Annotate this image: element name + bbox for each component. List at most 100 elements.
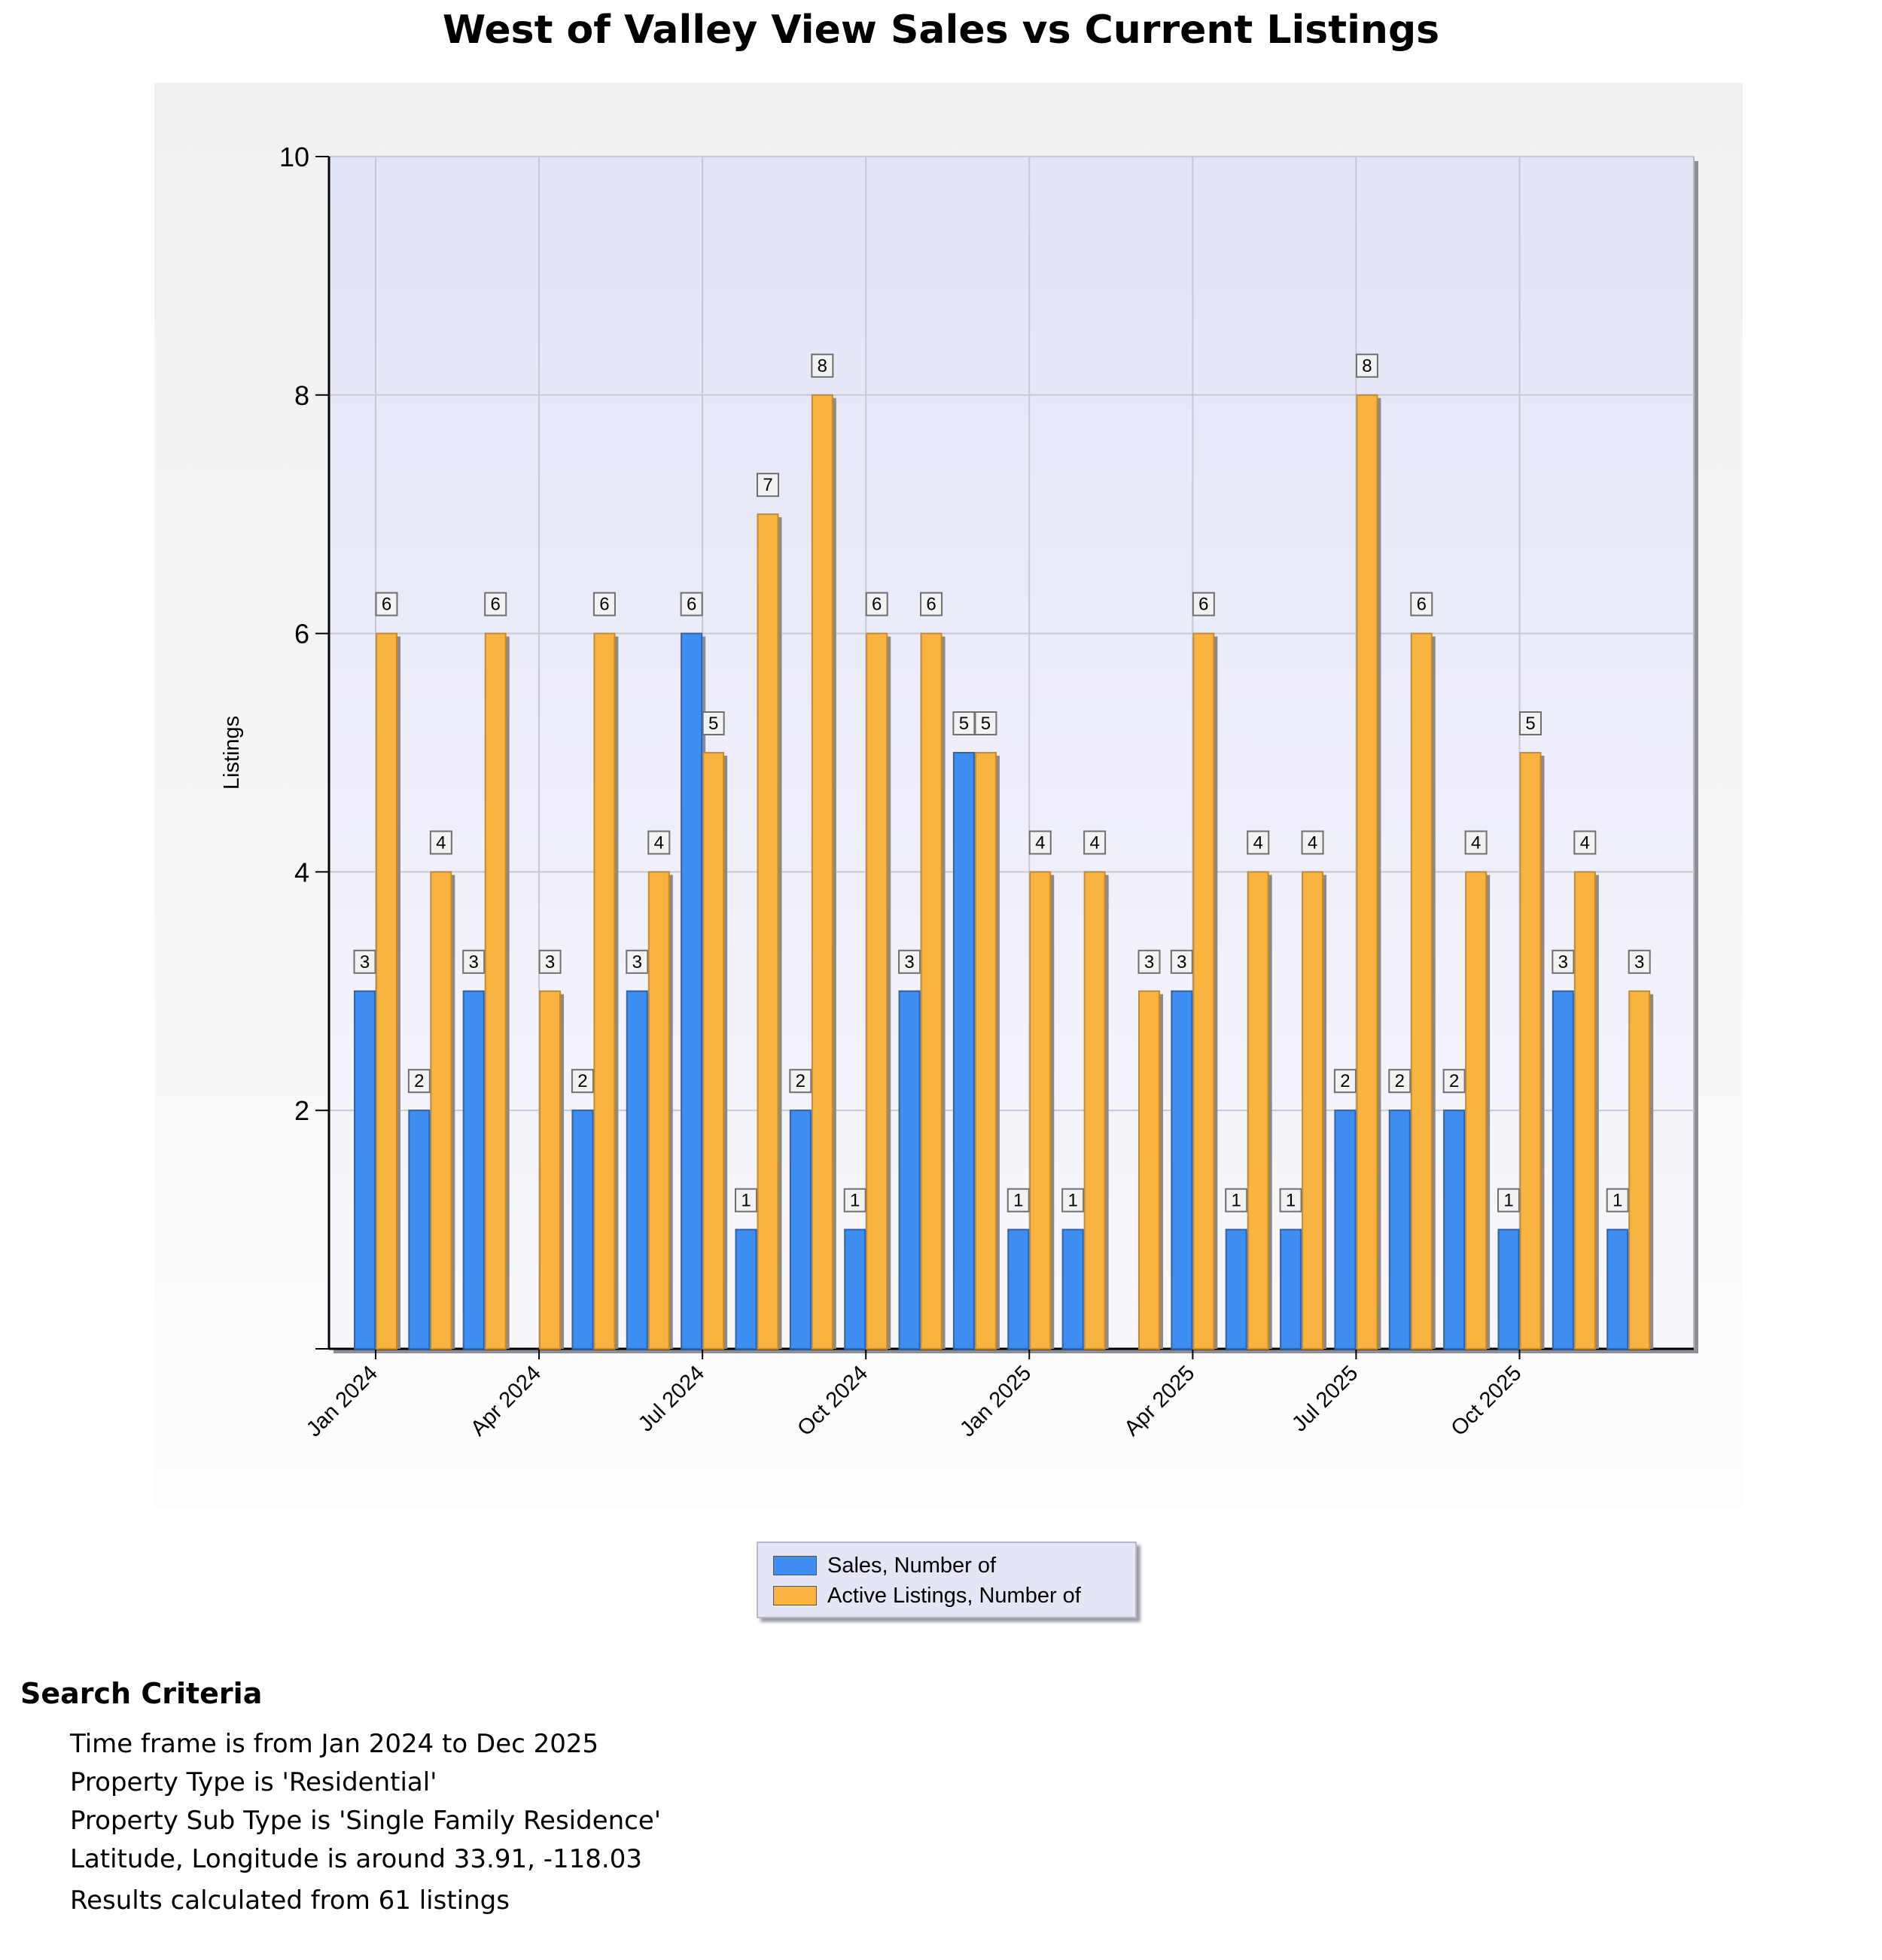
bar-sales <box>1171 990 1193 1350</box>
data-label-sales: 3 <box>632 952 642 972</box>
data-label-active-listings: 6 <box>491 595 501 615</box>
data-label-box <box>898 949 921 974</box>
data-label-box <box>1333 1069 1357 1094</box>
bar-active-listings <box>1628 990 1651 1350</box>
x-tick-label: Jan 2025 <box>955 1361 1036 1441</box>
legend-swatch-active-listings <box>773 1586 817 1605</box>
data-label-active-listings: 5 <box>981 714 991 734</box>
bar-active-listings <box>811 394 833 1350</box>
data-label-active-listings: 5 <box>1525 714 1535 734</box>
data-label-box <box>702 711 725 735</box>
data-label-active-listings: 4 <box>436 832 446 853</box>
data-label-active-listings: 4 <box>1580 832 1590 853</box>
data-label-sales: 2 <box>577 1071 587 1091</box>
bar-sales <box>1497 1228 1520 1350</box>
data-label-active-listings: 4 <box>1253 832 1263 853</box>
data-label-active-listings: 8 <box>1362 356 1372 376</box>
x-tick-label: Jul 2024 <box>634 1361 709 1436</box>
bar-active-listings <box>1083 871 1106 1350</box>
data-label-active-listings: 4 <box>1089 832 1099 853</box>
y-axis-title: Listings <box>220 716 244 790</box>
data-label-box <box>1410 592 1433 616</box>
y-tick-label: 6 <box>294 619 309 650</box>
data-label-active-listings: 3 <box>545 952 555 972</box>
bar-sales <box>626 990 648 1350</box>
bar-active-listings <box>1356 394 1378 1350</box>
data-label-box <box>647 830 671 855</box>
data-label-sales: 2 <box>1395 1071 1405 1091</box>
data-label-active-listings: 7 <box>763 475 772 495</box>
chart-title: West of Valley View Sales vs Current Lis… <box>442 8 1440 53</box>
data-label-box <box>789 1069 812 1094</box>
data-label-active-listings: 3 <box>1144 952 1154 972</box>
bar-active-listings <box>593 632 616 1350</box>
bar-active-listings <box>1302 871 1324 1350</box>
data-label-active-listings: 3 <box>1634 952 1644 972</box>
data-label-box <box>375 592 398 616</box>
x-tick-label: Oct 2024 <box>793 1361 872 1441</box>
data-label-box <box>680 592 703 616</box>
data-label-box <box>1442 1069 1466 1094</box>
bar-sales <box>571 1109 594 1350</box>
bar-active-listings <box>539 990 562 1350</box>
x-tick-label: Apr 2024 <box>466 1361 546 1441</box>
data-label-box <box>1006 1188 1030 1213</box>
criteria-property-type: Property Type is 'Residential' <box>70 1767 437 1797</box>
x-tick-label: Jan 2024 <box>302 1361 382 1441</box>
bar-sales <box>1388 1109 1411 1350</box>
data-label-active-listings: 4 <box>1035 832 1045 853</box>
data-label-sales: 6 <box>687 595 696 615</box>
data-label-active-listings: 8 <box>818 356 827 376</box>
y-tick-label: 8 <box>294 380 309 411</box>
bar-active-listings <box>920 632 943 1350</box>
data-label-box <box>1573 830 1597 855</box>
data-label-sales: 2 <box>414 1071 424 1091</box>
bar-sales <box>681 632 703 1350</box>
criteria-results-count: Results calculated from 61 listings <box>70 1885 510 1916</box>
bar-active-listings <box>647 871 670 1350</box>
data-label-box <box>538 949 562 974</box>
data-label-box <box>1061 1188 1085 1213</box>
chart-legend: Sales, Number of Active Listings, Number… <box>757 1542 1137 1618</box>
data-label-box <box>1355 353 1378 378</box>
data-label-box <box>1628 949 1651 974</box>
bar-sales <box>1280 1228 1302 1350</box>
data-label-box <box>974 711 997 735</box>
search-criteria-section: Search Criteria Time frame is from Jan 2… <box>20 1677 1074 1917</box>
data-label-box <box>1225 1188 1248 1213</box>
bar-active-listings <box>1192 632 1215 1350</box>
data-label-active-listings: 6 <box>1198 595 1208 615</box>
data-label-active-listings: 6 <box>382 595 391 615</box>
data-label-box <box>1137 949 1161 974</box>
bar-active-listings <box>1247 871 1269 1350</box>
data-label-sales: 3 <box>904 952 914 972</box>
bar-sales <box>1061 1228 1084 1350</box>
bar-active-listings <box>430 871 452 1350</box>
bar-active-listings <box>376 632 397 1350</box>
data-label-active-listings: 5 <box>708 714 718 734</box>
bar-active-listings <box>974 752 997 1350</box>
data-label-box <box>484 592 507 616</box>
bar-sales <box>1225 1228 1247 1350</box>
bar-sales <box>952 752 975 1350</box>
bar-active-listings <box>702 752 725 1350</box>
data-label-sales: 3 <box>469 952 479 972</box>
data-label-sales: 5 <box>959 714 969 734</box>
data-label-box <box>1170 949 1193 974</box>
data-label-sales: 2 <box>1449 1071 1459 1091</box>
bar-active-listings <box>1465 871 1488 1350</box>
data-label-box <box>1518 711 1542 735</box>
data-label-sales: 3 <box>1177 952 1186 972</box>
data-label-box <box>952 711 976 735</box>
data-label-sales: 1 <box>1612 1191 1622 1211</box>
data-label-box <box>1192 592 1215 616</box>
data-label-sales: 1 <box>1286 1191 1296 1211</box>
chart-panel: 2 4 6 8 10 Jan 2024 Apr 2024 Jul 2024 Oct 2024 Ja… <box>154 83 1743 1509</box>
data-label-box <box>1028 830 1052 855</box>
bar-sales <box>898 990 921 1350</box>
bar-sales <box>462 990 485 1350</box>
y-tick-label: 4 <box>294 857 309 887</box>
bar-sales <box>844 1228 866 1350</box>
bar-active-listings <box>866 632 888 1350</box>
search-criteria-heading: Search Criteria <box>20 1677 263 1710</box>
